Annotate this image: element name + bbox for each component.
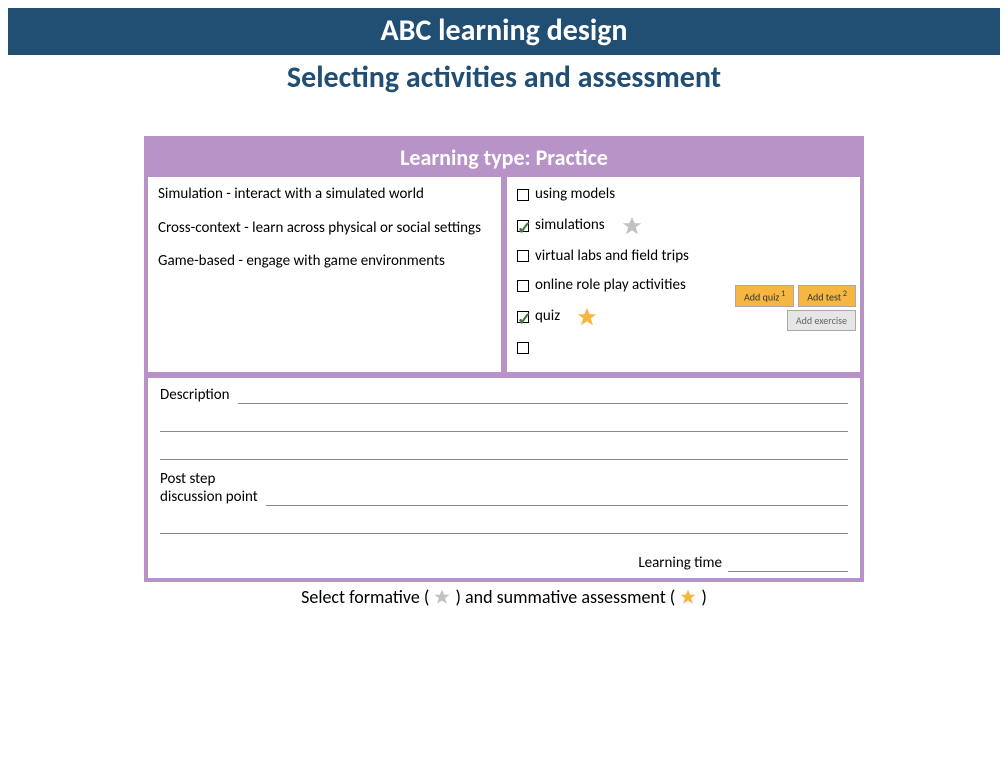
- footer-note: Select formative ( ) and summative asses…: [0, 586, 1008, 608]
- checkmark-icon: ✓: [517, 217, 532, 240]
- page-subtitle: Selecting activities and assessment: [0, 59, 1008, 96]
- learning-time-label: Learning time: [638, 554, 722, 572]
- star-icon[interactable]: [576, 306, 598, 328]
- list-item: Cross-context - learn across physical or…: [158, 219, 491, 239]
- post-step-input[interactable]: [266, 492, 848, 506]
- activity-row: [517, 342, 850, 354]
- activity-label: online role play activities: [535, 276, 686, 296]
- card-header: Learning type: Practice: [148, 140, 860, 177]
- definitions-column: Simulation - interact with a simulated w…: [148, 177, 501, 372]
- checkbox[interactable]: ✓: [517, 311, 529, 323]
- checkbox[interactable]: [517, 250, 529, 262]
- description-input[interactable]: [160, 410, 848, 432]
- add-quiz-button[interactable]: Add quiz 1: [735, 285, 794, 307]
- star-icon: [433, 588, 451, 606]
- activity-row: ✓ simulations: [517, 215, 850, 237]
- checkbox[interactable]: ✓: [517, 220, 529, 232]
- footer-text: ): [701, 586, 706, 608]
- star-icon: [679, 588, 697, 606]
- page-header: ABC learning design: [8, 8, 1000, 55]
- post-step-input[interactable]: [160, 512, 848, 534]
- activity-label: simulations: [535, 216, 605, 236]
- add-test-button[interactable]: Add test 2: [798, 285, 856, 307]
- description-input[interactable]: [238, 390, 848, 404]
- checkbox[interactable]: [517, 189, 529, 201]
- footer-text: Select formative (: [301, 586, 429, 608]
- star-icon[interactable]: [621, 215, 643, 237]
- header-title: ABC learning design: [380, 12, 627, 49]
- post-step-label: discussion point: [160, 488, 258, 506]
- learning-type-value: Practice: [536, 144, 608, 171]
- checkbox[interactable]: [517, 280, 529, 292]
- activity-label: virtual labs and field trips: [535, 247, 689, 267]
- post-step-label: Post step: [160, 470, 258, 488]
- list-item: Simulation - interact with a simulated w…: [158, 185, 491, 205]
- activity-row: using models: [517, 185, 850, 205]
- learning-type-label: Learning type:: [400, 144, 530, 171]
- learning-time-input[interactable]: [728, 558, 848, 572]
- list-item: Game-based - engage with game environmen…: [158, 252, 491, 272]
- checkmark-icon: ✓: [517, 308, 532, 331]
- description-input[interactable]: [160, 438, 848, 460]
- description-label: Description: [160, 386, 230, 404]
- activities-column: using models ✓ simulations virtual labs …: [507, 177, 860, 372]
- button-group: Add quiz 1 Add test 2 Add exercise: [735, 285, 856, 331]
- card-lower: Description Post step discussion point L…: [148, 378, 860, 578]
- practice-card: Learning type: Practice Simulation - int…: [144, 136, 864, 582]
- activity-row: virtual labs and field trips: [517, 247, 850, 267]
- card-columns: Simulation - interact with a simulated w…: [148, 177, 860, 378]
- footer-text: ) and summative assessment (: [455, 586, 675, 608]
- activity-label: quiz: [535, 307, 560, 327]
- checkbox[interactable]: [517, 342, 529, 354]
- add-exercise-button[interactable]: Add exercise: [787, 310, 856, 331]
- activity-label: using models: [535, 185, 615, 205]
